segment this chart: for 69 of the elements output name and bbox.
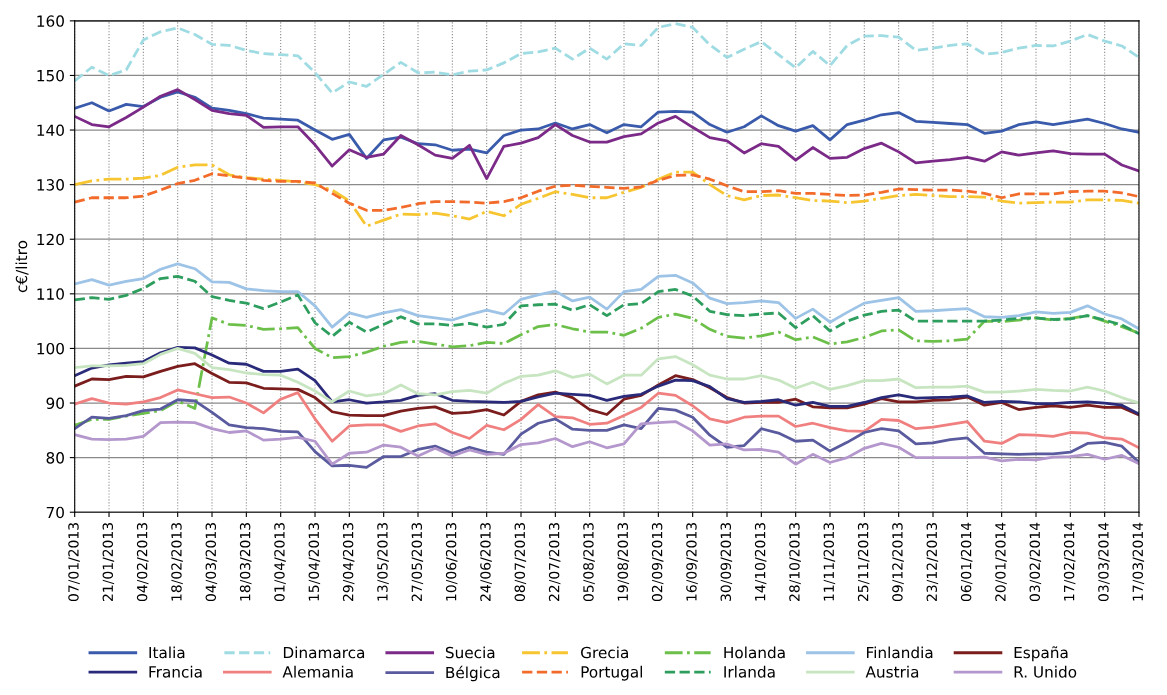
x-tick-label: 14/10/2013	[754, 523, 767, 601]
x-tick-label: 01/04/2013	[274, 523, 286, 602]
x-tick-label: 13/05/2013	[377, 523, 389, 601]
y-tick-label: 80	[46, 452, 64, 464]
legend-label: España	[1014, 646, 1068, 662]
y-tick-label: 70	[46, 506, 64, 519]
y-tick-label: 120	[37, 233, 64, 246]
x-tick-label: 21/01/2013	[102, 523, 115, 601]
x-tick-label: 03/03/2014	[1098, 522, 1110, 602]
x-tick-label: 23/12/2013	[926, 523, 939, 601]
line-series	[74, 420, 1139, 466]
x-tick-label: 16/09/2013	[686, 523, 698, 601]
x-tick-label: 15/04/2013	[308, 523, 321, 601]
x-tick-label: 27/05/2013	[411, 523, 424, 601]
x-tick-label: 03/02/2014	[1029, 522, 1042, 602]
line-series	[74, 262, 1139, 331]
line-series	[74, 172, 1139, 212]
line-series	[74, 90, 1139, 160]
line-series	[74, 274, 1139, 338]
x-tick-label: 22/07/2013	[548, 523, 561, 601]
x-tick-label: 10/06/2013	[445, 523, 458, 601]
x-tick-label: 07/01/2013	[68, 523, 80, 602]
legend-label: Suecia	[445, 646, 495, 659]
legend-label: Grecia	[581, 646, 628, 659]
legend-label: Italia	[149, 646, 185, 659]
line-series	[74, 398, 1139, 469]
x-tick-label: 08/07/2013	[514, 523, 527, 602]
y-tick-label: 160	[37, 15, 64, 27]
legend-label: Alemania	[282, 665, 353, 678]
legend-label: Finlandia	[867, 646, 933, 659]
line-series	[74, 163, 1139, 228]
line-series	[74, 312, 1139, 427]
y-tick-label: 150	[37, 69, 64, 82]
line-series	[74, 88, 1139, 181]
x-tick-label: 02/09/2013	[651, 523, 664, 602]
y-tick-label: 110	[37, 288, 64, 300]
line-series	[74, 345, 1139, 416]
x-tick-label: 29/04/2013	[342, 523, 355, 601]
y-axis-title: c€/litro	[15, 240, 29, 293]
y-tick-label: 100	[37, 342, 64, 355]
x-tick-label: 09/12/2013	[892, 523, 904, 602]
legend-label: Dinamarca	[283, 646, 365, 659]
x-tick-label: 28/10/2013	[789, 523, 801, 601]
x-tick-label: 18/03/2013	[239, 523, 252, 601]
y-tick-label: 130	[37, 179, 64, 191]
y-tick-label: 140	[37, 124, 64, 137]
x-tick-label: 17/03/2014	[1132, 522, 1145, 601]
x-tick-label: 11/11/2013	[823, 523, 836, 601]
x-tick-label: 20/01/2014	[995, 522, 1007, 601]
legend-label: Irlanda	[724, 665, 775, 678]
x-tick-label: 06/01/2014	[960, 522, 973, 602]
x-tick-label: 18/02/2013	[171, 523, 183, 601]
legend-label: Holanda	[724, 646, 785, 659]
x-tick-label: 24/06/2013	[480, 523, 492, 601]
x-tick-label: 04/02/2013	[136, 523, 149, 602]
legend-label: Austria	[865, 665, 919, 678]
line-series	[74, 388, 1139, 450]
x-tick-label: 19/08/2013	[617, 523, 630, 601]
y-tick-label: 90	[46, 397, 64, 410]
legend-label: Bélgica	[446, 665, 500, 682]
legend-label: Francia	[149, 665, 202, 678]
x-tick-label: 05/08/2013	[583, 523, 595, 602]
line-series	[74, 347, 1139, 405]
x-tick-label: 25/11/2013	[857, 523, 870, 601]
x-tick-label: 17/02/2014	[1063, 522, 1076, 601]
x-tick-label: 04/03/2013	[205, 523, 218, 602]
legend-label: R. Unido	[1014, 665, 1077, 678]
x-tick-label: 30/09/2013	[720, 523, 733, 601]
legend-label: Portugal	[581, 665, 642, 681]
